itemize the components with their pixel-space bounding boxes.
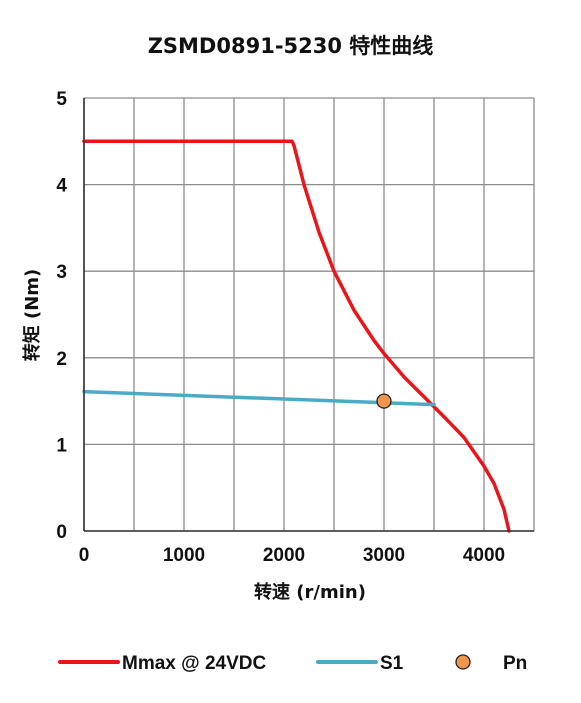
y-tick-label: 3 (56, 262, 67, 283)
y-tick-label: 0 (56, 522, 67, 543)
legend-label-s1: S1 (380, 653, 404, 674)
y-tick-label: 1 (56, 435, 67, 456)
y-axis-label: 转矩 (Nm) (21, 269, 43, 362)
x-tick-label: 1000 (163, 545, 205, 566)
y-tick-label: 5 (56, 89, 67, 110)
series-line-s1 (82, 389, 436, 407)
y-tick-labels: 0 1 2 3 4 5 (56, 89, 67, 543)
y-tick-label: 4 (56, 176, 67, 197)
x-tick-label: 0 (79, 545, 90, 566)
legend: Mmax @ 24VDC S1 Pn (58, 653, 527, 674)
plot-series (82, 139, 511, 533)
grid-lines (83, 97, 535, 532)
axes (83, 98, 534, 532)
x-tick-label: 2000 (263, 545, 305, 566)
x-tick-labels: 0 1000 2000 3000 4000 (79, 545, 505, 566)
legend-swatch-pn (455, 654, 471, 670)
x-axis-label: 转速 (r/min) (254, 581, 366, 603)
y-tick-label: 2 (56, 349, 67, 370)
series-point-pn (376, 393, 392, 409)
series-line-mmax (82, 139, 511, 533)
x-tick-label: 4000 (463, 545, 505, 566)
legend-label-mmax: Mmax @ 24VDC (122, 653, 266, 674)
chart-title: ZSMD0891-5230 特性曲线 (147, 34, 434, 58)
legend-label-pn: Pn (503, 653, 527, 674)
x-tick-label: 3000 (363, 545, 405, 566)
